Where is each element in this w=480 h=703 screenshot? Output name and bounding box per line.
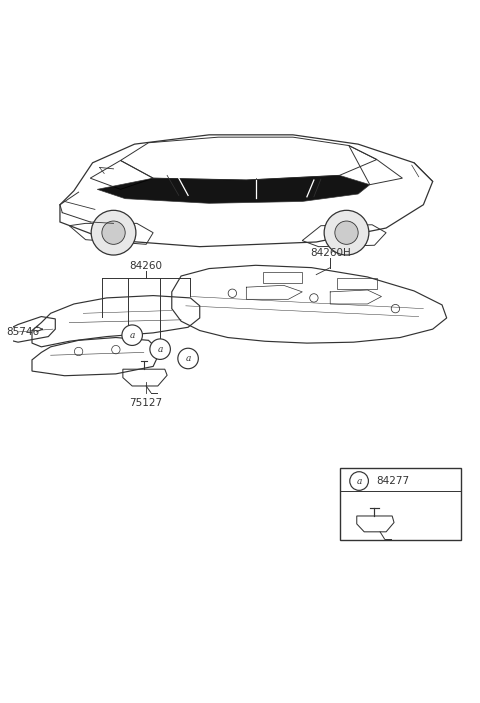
- Text: a: a: [357, 477, 362, 486]
- Circle shape: [150, 339, 170, 359]
- Text: 84260H: 84260H: [310, 248, 350, 258]
- Polygon shape: [97, 175, 370, 203]
- Text: a: a: [130, 330, 135, 340]
- Circle shape: [178, 348, 198, 369]
- FancyBboxPatch shape: [339, 468, 461, 540]
- Text: a: a: [185, 354, 191, 363]
- Text: 84277: 84277: [376, 476, 409, 486]
- Circle shape: [102, 221, 125, 245]
- Text: 75127: 75127: [130, 398, 163, 408]
- Text: 84260: 84260: [130, 262, 163, 271]
- Circle shape: [122, 325, 143, 345]
- Circle shape: [335, 221, 358, 245]
- Bar: [263, 272, 302, 283]
- Bar: [337, 278, 377, 289]
- Text: 85746: 85746: [6, 327, 39, 337]
- Text: a: a: [157, 344, 163, 354]
- Circle shape: [350, 472, 369, 491]
- Circle shape: [91, 210, 136, 255]
- Circle shape: [324, 210, 369, 255]
